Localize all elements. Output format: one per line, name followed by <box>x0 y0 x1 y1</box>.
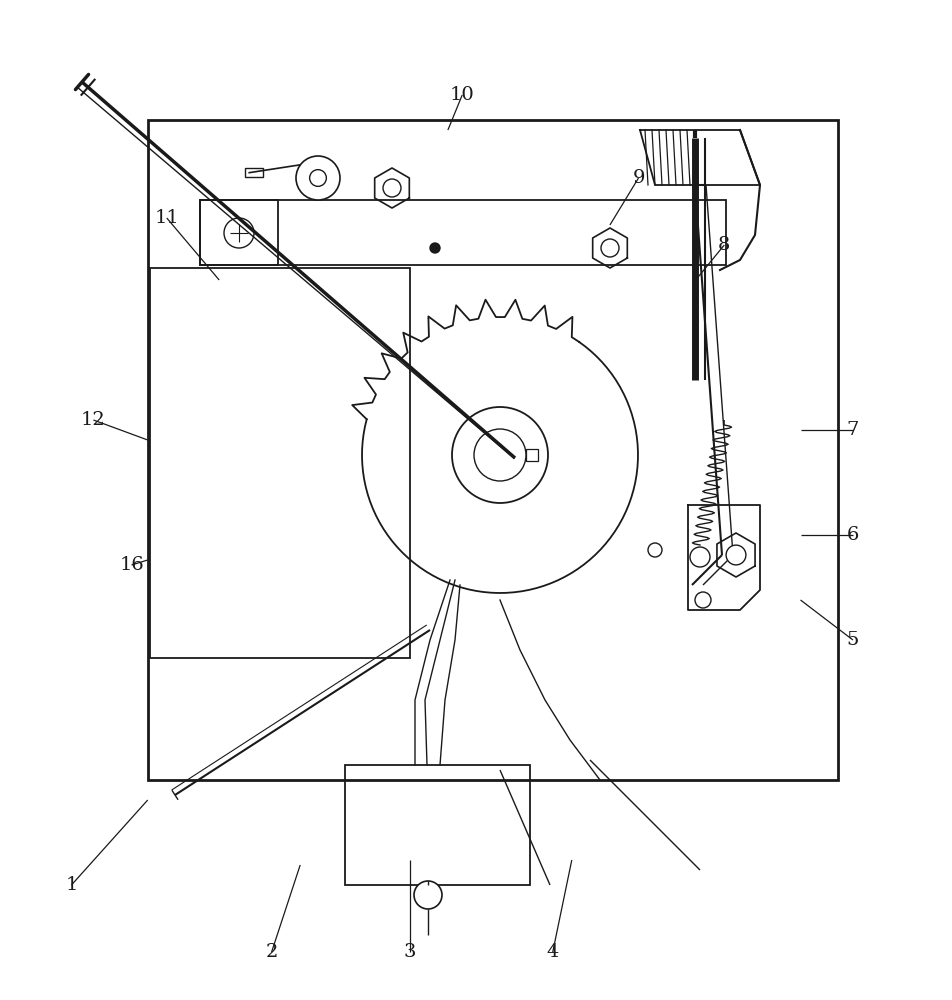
Text: 16: 16 <box>119 556 144 574</box>
Bar <box>246 168 263 177</box>
Text: 2: 2 <box>266 943 277 961</box>
Bar <box>526 449 538 461</box>
Bar <box>148 120 837 780</box>
Circle shape <box>309 170 326 186</box>
Circle shape <box>451 407 547 503</box>
Text: 7: 7 <box>846 421 858 439</box>
Bar <box>149 268 409 658</box>
Circle shape <box>383 179 401 197</box>
Text: 8: 8 <box>718 236 729 254</box>
Text: 12: 12 <box>81 411 106 429</box>
Bar <box>200 200 278 265</box>
Bar <box>345 765 529 885</box>
Text: 3: 3 <box>403 943 416 961</box>
Text: 1: 1 <box>66 876 77 894</box>
Text: 9: 9 <box>631 169 645 187</box>
Circle shape <box>725 545 745 565</box>
Circle shape <box>647 543 662 557</box>
Circle shape <box>413 881 442 909</box>
Text: 5: 5 <box>846 631 858 649</box>
Text: 11: 11 <box>154 209 179 227</box>
Circle shape <box>473 429 526 481</box>
Text: 4: 4 <box>546 943 558 961</box>
Circle shape <box>296 156 340 200</box>
Circle shape <box>429 243 440 253</box>
Text: 6: 6 <box>846 526 858 544</box>
Circle shape <box>224 218 254 248</box>
Circle shape <box>694 592 710 608</box>
Text: 10: 10 <box>449 86 474 104</box>
Circle shape <box>689 547 709 567</box>
Circle shape <box>601 239 619 257</box>
Bar <box>200 200 725 265</box>
